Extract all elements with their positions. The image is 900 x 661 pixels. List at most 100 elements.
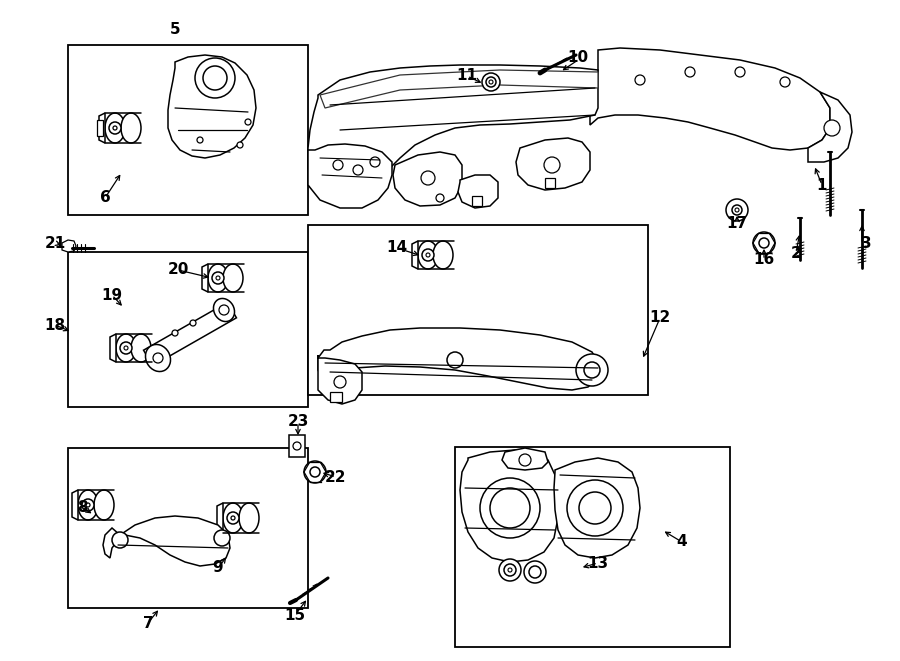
Bar xyxy=(330,392,342,402)
Circle shape xyxy=(304,461,326,483)
Text: 13: 13 xyxy=(588,555,608,570)
Bar xyxy=(455,447,730,647)
Circle shape xyxy=(353,165,363,175)
Circle shape xyxy=(113,126,117,130)
Circle shape xyxy=(436,194,444,202)
Polygon shape xyxy=(318,355,362,404)
Bar xyxy=(545,178,555,188)
Circle shape xyxy=(735,67,745,77)
Circle shape xyxy=(212,272,224,284)
Ellipse shape xyxy=(418,241,438,269)
Text: 15: 15 xyxy=(284,607,306,623)
Circle shape xyxy=(245,119,251,125)
Circle shape xyxy=(524,561,546,583)
Circle shape xyxy=(203,66,227,90)
Circle shape xyxy=(447,352,463,368)
Circle shape xyxy=(519,454,531,466)
Circle shape xyxy=(576,354,608,386)
Ellipse shape xyxy=(146,344,170,371)
Circle shape xyxy=(334,376,346,388)
Circle shape xyxy=(112,532,128,548)
Circle shape xyxy=(293,442,301,450)
Text: 14: 14 xyxy=(386,241,408,256)
Polygon shape xyxy=(808,92,852,162)
Text: 11: 11 xyxy=(456,67,478,83)
Ellipse shape xyxy=(239,503,259,533)
Polygon shape xyxy=(217,503,223,533)
Polygon shape xyxy=(458,175,498,208)
Circle shape xyxy=(190,320,196,326)
Polygon shape xyxy=(412,241,418,269)
Polygon shape xyxy=(99,113,105,143)
Circle shape xyxy=(480,478,540,538)
Bar xyxy=(289,435,305,457)
Circle shape xyxy=(370,157,380,167)
Text: 3: 3 xyxy=(860,237,871,251)
Polygon shape xyxy=(460,450,558,562)
Circle shape xyxy=(732,205,742,215)
Circle shape xyxy=(214,530,230,546)
Polygon shape xyxy=(318,328,600,390)
Text: 1: 1 xyxy=(817,178,827,192)
Circle shape xyxy=(529,566,541,578)
Polygon shape xyxy=(308,65,598,196)
Text: 21: 21 xyxy=(44,235,66,251)
Polygon shape xyxy=(320,70,598,108)
Ellipse shape xyxy=(213,299,235,321)
Ellipse shape xyxy=(121,113,141,143)
Circle shape xyxy=(544,157,560,173)
Polygon shape xyxy=(202,264,208,292)
Bar xyxy=(472,196,482,206)
Circle shape xyxy=(780,77,790,87)
Text: 5: 5 xyxy=(170,22,180,38)
Circle shape xyxy=(508,568,512,572)
Polygon shape xyxy=(72,490,78,520)
Text: 19: 19 xyxy=(102,288,122,303)
Ellipse shape xyxy=(105,113,125,143)
Ellipse shape xyxy=(94,490,114,520)
Polygon shape xyxy=(590,48,830,150)
Circle shape xyxy=(584,362,600,378)
Bar xyxy=(68,448,308,608)
Circle shape xyxy=(635,75,645,85)
Text: 6: 6 xyxy=(100,190,111,206)
Circle shape xyxy=(504,564,516,576)
Circle shape xyxy=(499,559,521,581)
Circle shape xyxy=(82,499,94,511)
Text: 9: 9 xyxy=(212,561,223,576)
Polygon shape xyxy=(516,138,590,190)
Ellipse shape xyxy=(208,264,228,292)
Text: 7: 7 xyxy=(143,615,153,631)
Polygon shape xyxy=(103,516,230,566)
Circle shape xyxy=(759,238,769,248)
Bar xyxy=(68,45,308,215)
Text: 18: 18 xyxy=(44,317,66,332)
Circle shape xyxy=(426,253,430,257)
Circle shape xyxy=(735,208,739,212)
Text: 4: 4 xyxy=(677,535,688,549)
Circle shape xyxy=(172,330,178,336)
Circle shape xyxy=(685,67,695,77)
Text: 12: 12 xyxy=(650,311,670,325)
Circle shape xyxy=(153,353,163,363)
Bar xyxy=(143,302,237,366)
Ellipse shape xyxy=(116,334,136,362)
Circle shape xyxy=(489,80,493,84)
Polygon shape xyxy=(168,55,256,158)
Circle shape xyxy=(216,276,220,280)
Polygon shape xyxy=(502,448,548,470)
Text: 10: 10 xyxy=(567,50,589,65)
Circle shape xyxy=(219,305,229,315)
Circle shape xyxy=(486,77,496,87)
Circle shape xyxy=(86,503,90,507)
Circle shape xyxy=(195,58,235,98)
Ellipse shape xyxy=(78,490,98,520)
Ellipse shape xyxy=(223,264,243,292)
Polygon shape xyxy=(62,240,76,252)
Ellipse shape xyxy=(433,241,453,269)
Circle shape xyxy=(237,142,243,148)
Text: 8: 8 xyxy=(76,500,87,514)
Bar xyxy=(97,120,103,136)
Circle shape xyxy=(567,480,623,536)
Circle shape xyxy=(333,160,343,170)
